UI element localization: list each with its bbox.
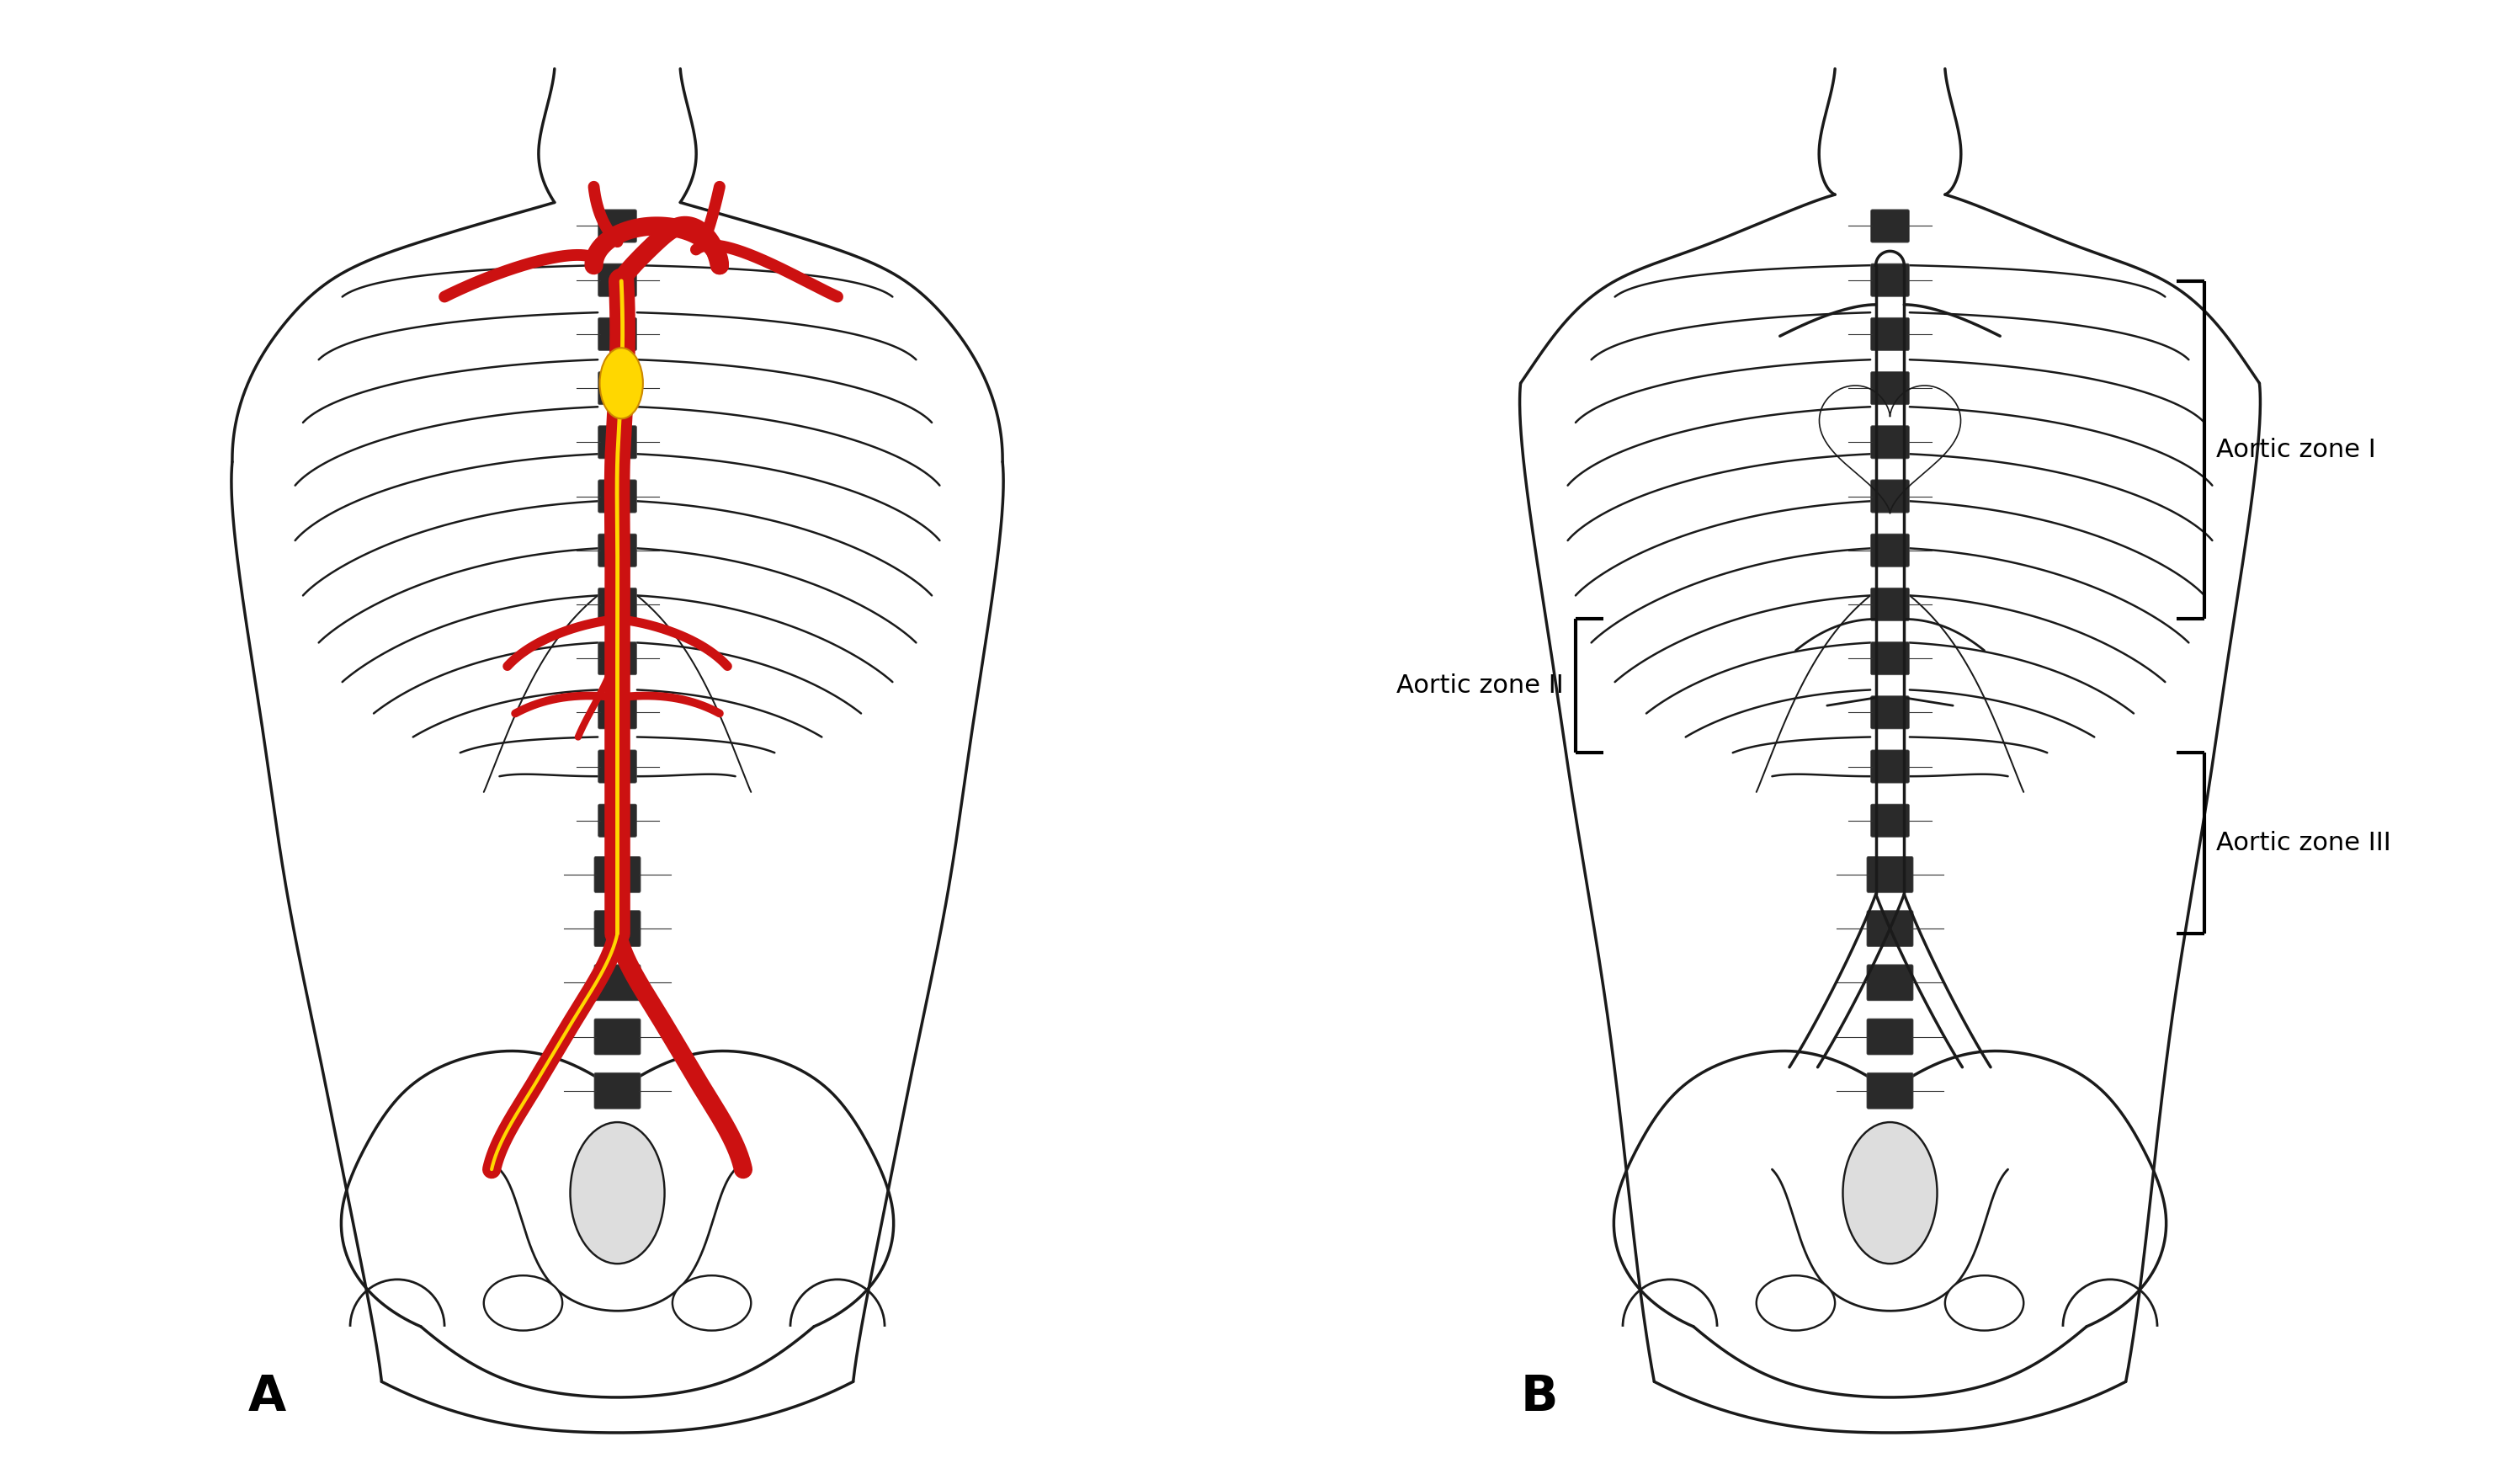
Text: Aortic zone III: Aortic zone III: [2215, 831, 2391, 855]
FancyBboxPatch shape: [597, 803, 638, 837]
FancyBboxPatch shape: [1870, 534, 1910, 567]
FancyBboxPatch shape: [1867, 964, 1913, 1001]
FancyBboxPatch shape: [595, 1073, 640, 1108]
FancyBboxPatch shape: [1870, 426, 1910, 458]
FancyBboxPatch shape: [1870, 750, 1910, 783]
Text: Aortic zone I: Aortic zone I: [2215, 438, 2376, 463]
FancyBboxPatch shape: [597, 317, 638, 351]
FancyBboxPatch shape: [597, 750, 638, 783]
FancyBboxPatch shape: [597, 426, 638, 458]
FancyBboxPatch shape: [597, 696, 638, 730]
Ellipse shape: [1756, 1275, 1835, 1331]
Ellipse shape: [600, 348, 643, 419]
FancyBboxPatch shape: [595, 856, 640, 893]
FancyBboxPatch shape: [595, 911, 640, 946]
Ellipse shape: [1842, 1122, 1938, 1263]
FancyBboxPatch shape: [1870, 371, 1910, 405]
FancyBboxPatch shape: [1867, 856, 1913, 893]
FancyBboxPatch shape: [1870, 209, 1910, 243]
Text: Aortic zone II: Aortic zone II: [1396, 674, 1565, 699]
FancyBboxPatch shape: [597, 588, 638, 621]
FancyBboxPatch shape: [595, 964, 640, 1001]
FancyBboxPatch shape: [1870, 588, 1910, 621]
FancyBboxPatch shape: [595, 1019, 640, 1055]
FancyBboxPatch shape: [597, 641, 638, 675]
FancyBboxPatch shape: [1867, 1019, 1913, 1055]
FancyBboxPatch shape: [1867, 911, 1913, 946]
FancyBboxPatch shape: [597, 534, 638, 567]
FancyBboxPatch shape: [1870, 803, 1910, 837]
Ellipse shape: [484, 1275, 562, 1331]
Ellipse shape: [1945, 1275, 2024, 1331]
FancyBboxPatch shape: [1867, 1073, 1913, 1108]
Text: B: B: [1520, 1372, 1557, 1421]
FancyBboxPatch shape: [1870, 264, 1910, 296]
FancyBboxPatch shape: [597, 264, 638, 296]
FancyBboxPatch shape: [1870, 479, 1910, 513]
FancyBboxPatch shape: [597, 479, 638, 513]
FancyBboxPatch shape: [1870, 317, 1910, 351]
FancyBboxPatch shape: [597, 209, 638, 243]
FancyBboxPatch shape: [597, 371, 638, 405]
Text: A: A: [247, 1372, 285, 1421]
Ellipse shape: [570, 1122, 665, 1263]
Ellipse shape: [673, 1275, 751, 1331]
FancyBboxPatch shape: [1870, 696, 1910, 730]
FancyBboxPatch shape: [1870, 641, 1910, 675]
